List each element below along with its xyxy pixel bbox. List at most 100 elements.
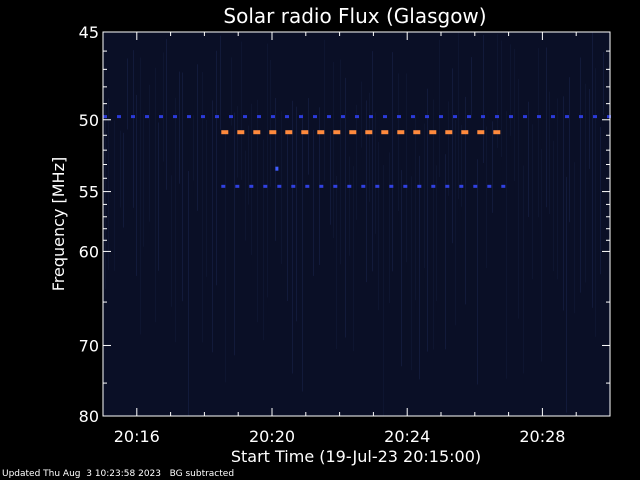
interference-50mhz-segment <box>453 115 457 119</box>
noise-streak <box>237 106 238 178</box>
noise-streak <box>155 67 156 323</box>
noise-streak <box>241 41 242 180</box>
noise-streak <box>292 100 293 374</box>
x-axis-label: Start Time (19-Jul-23 20:15:00) <box>231 447 481 466</box>
x-axis: 20:16 20:20 20:24 20:28 <box>102 32 611 446</box>
noise-streak <box>206 119 207 277</box>
noise-streak <box>353 166 354 352</box>
noise-streak <box>557 98 558 280</box>
noise-streak <box>330 130 331 225</box>
strong-emission-51mhz-segment <box>269 130 277 135</box>
noise-streak <box>231 57 232 126</box>
y-tick-label: 60 <box>79 242 99 261</box>
noise-streak <box>603 52 604 115</box>
interference-50mhz-segment <box>523 115 527 119</box>
noise-streak <box>415 115 416 301</box>
noise-streak <box>349 156 350 256</box>
noise-streak <box>251 103 252 255</box>
strong-emission-51mhz-segment <box>349 130 357 135</box>
noise-streak <box>401 170 402 367</box>
interference-50mhz-segment <box>229 115 233 119</box>
noise-streak <box>398 73 399 212</box>
interference-50mhz-segment <box>159 115 163 119</box>
noise-streak <box>345 77 346 338</box>
noise-streak <box>528 101 529 218</box>
noise-streak <box>175 97 176 343</box>
emission-features <box>103 115 611 188</box>
noise-streak <box>389 152 390 304</box>
noise-streak <box>518 78 519 319</box>
emission-54.5mhz-segment <box>263 184 268 188</box>
strong-emission-51mhz-segment <box>445 130 453 135</box>
noise-streak <box>245 150 246 241</box>
interference-50mhz-segment <box>201 115 205 119</box>
strong-emission-51mhz-segment <box>285 130 293 135</box>
emission-54.5mhz-segment <box>431 184 436 188</box>
background-noise <box>105 32 604 416</box>
noise-streak <box>375 112 376 234</box>
noise-streak <box>140 57 141 335</box>
noise-streak <box>257 99 258 323</box>
noise-streak <box>369 92 370 202</box>
noise-streak <box>497 34 498 148</box>
noise-streak <box>220 35 221 130</box>
emission-54.5mhz-segment <box>249 184 254 188</box>
emission-54.5mhz-segment <box>347 184 352 188</box>
noise-streak <box>411 176 412 371</box>
interference-50mhz-segment <box>341 115 345 119</box>
interference-50mhz-segment <box>257 115 261 119</box>
noise-streak <box>448 101 449 196</box>
strong-emission-51mhz-segment <box>461 130 469 135</box>
strong-emission-51mhz-segment <box>333 130 341 135</box>
x-tick-label: 20:16 <box>114 427 160 446</box>
noise-streak <box>566 176 567 413</box>
interference-50mhz-segment <box>117 115 121 119</box>
emission-54.5mhz-segment <box>221 184 226 188</box>
chart-title: Solar radio Flux (Glasgow) <box>223 4 486 28</box>
noise-streak <box>452 68 453 244</box>
noise-streak <box>553 140 554 272</box>
noise-streak <box>143 114 144 247</box>
interference-50mhz-segment <box>439 115 443 119</box>
noise-streak <box>281 111 282 264</box>
noise-streak <box>188 171 189 416</box>
noise-streak <box>287 131 288 302</box>
noise-streak <box>163 52 164 162</box>
interference-50mhz-segment <box>173 115 177 119</box>
emission-54.5mhz-segment <box>473 184 478 188</box>
noise-streak <box>541 149 542 362</box>
noise-streak <box>477 159 478 385</box>
noise-streak <box>182 72 183 302</box>
noise-streak <box>546 47 547 208</box>
noise-streak <box>392 52 393 272</box>
spot-53mhz-mark <box>275 166 279 171</box>
interference-50mhz-segment <box>131 115 135 119</box>
noise-streak <box>549 91 550 215</box>
y-tick-label: 45 <box>79 23 99 42</box>
updated-timestamp: Updated Thu Aug 3 10:23:58 2023 <box>2 469 162 479</box>
strong-emission-51mhz-segment <box>429 130 437 135</box>
noise-streak <box>133 50 134 208</box>
strong-emission-51mhz-segment <box>221 130 229 135</box>
interference-50mhz-segment <box>509 115 513 119</box>
x-tick-label: 20:28 <box>519 427 565 446</box>
y-axis-label: Frequency [MHz] <box>49 157 68 291</box>
strong-emission-51mhz-segment <box>493 130 501 135</box>
noise-streak <box>419 155 420 380</box>
noise-streak <box>123 132 124 228</box>
noise-streak <box>302 113 303 392</box>
noise-streak <box>296 106 297 322</box>
noise-streak <box>427 88 428 352</box>
interference-50mhz-segment <box>327 115 331 119</box>
strong-emission-51mhz <box>221 130 501 135</box>
noise-streak <box>267 43 268 298</box>
noise-streak <box>366 100 367 283</box>
y-tick-label: 55 <box>79 183 99 202</box>
noise-streak <box>120 130 121 208</box>
y-tick-label: 50 <box>79 111 99 130</box>
interference-50mhz-segment <box>397 115 401 119</box>
x-tick-label: 20:20 <box>249 427 295 446</box>
interference-50mhz-segment <box>355 115 359 119</box>
interference-50mhz-segment <box>145 115 149 119</box>
